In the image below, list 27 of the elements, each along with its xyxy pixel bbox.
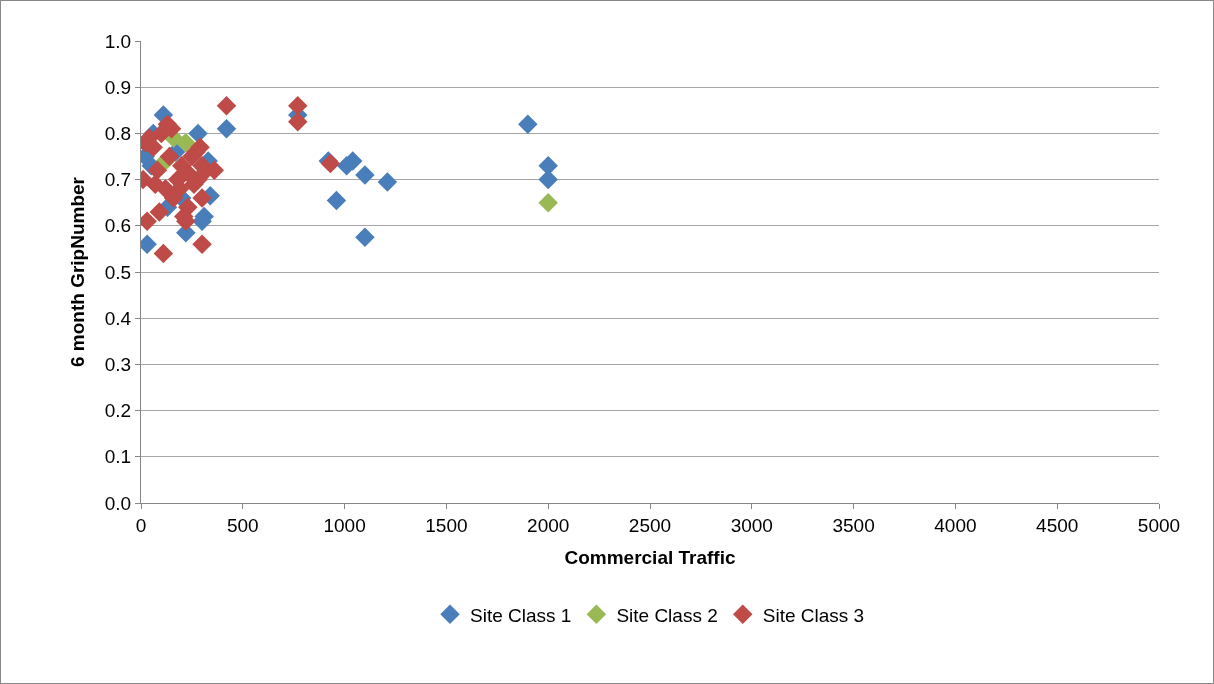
y-axis-title: 6 month GripNumber (66, 176, 88, 368)
legend-label: Site Class 1 (470, 604, 572, 626)
x-axis-title: Commercial Traffic (564, 546, 736, 568)
y-tick-label: 0.9 (104, 76, 132, 98)
y-tick-label: 0.4 (104, 307, 132, 329)
x-tick-label: 1000 (323, 514, 366, 536)
x-tick-label: 1500 (425, 514, 468, 536)
y-tick-label: 0.1 (104, 446, 132, 468)
x-tick-label: 500 (226, 514, 259, 536)
x-tick-label: 0 (135, 514, 147, 536)
y-tick-label: 0.8 (104, 123, 132, 145)
x-tick-label: 5000 (1137, 514, 1181, 536)
y-tick-label: 1.0 (104, 30, 132, 52)
y-tick-label: 0.6 (104, 215, 132, 237)
x-tick-label: 3000 (730, 514, 773, 536)
x-tick-label: 4000 (934, 514, 977, 536)
y-tick-label: 0.3 (104, 354, 132, 376)
x-tick-label: 2000 (527, 514, 570, 536)
y-tick-label: 0.2 (104, 400, 132, 422)
y-tick-label: 0.7 (104, 169, 132, 191)
legend-label: Site Class 2 (616, 604, 718, 626)
y-tick-label: 0.5 (104, 261, 132, 283)
x-tick-label: 3500 (832, 514, 875, 536)
x-tick-label: 4500 (1036, 514, 1079, 536)
legend-label: Site Class 3 (762, 604, 865, 626)
x-tick-label: 2500 (628, 514, 672, 536)
y-tick-label: 0.0 (104, 492, 132, 514)
